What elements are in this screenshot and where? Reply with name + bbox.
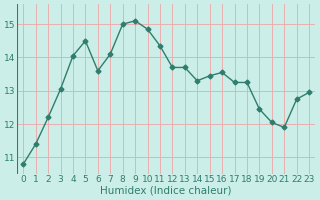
X-axis label: Humidex (Indice chaleur): Humidex (Indice chaleur) xyxy=(100,186,232,196)
